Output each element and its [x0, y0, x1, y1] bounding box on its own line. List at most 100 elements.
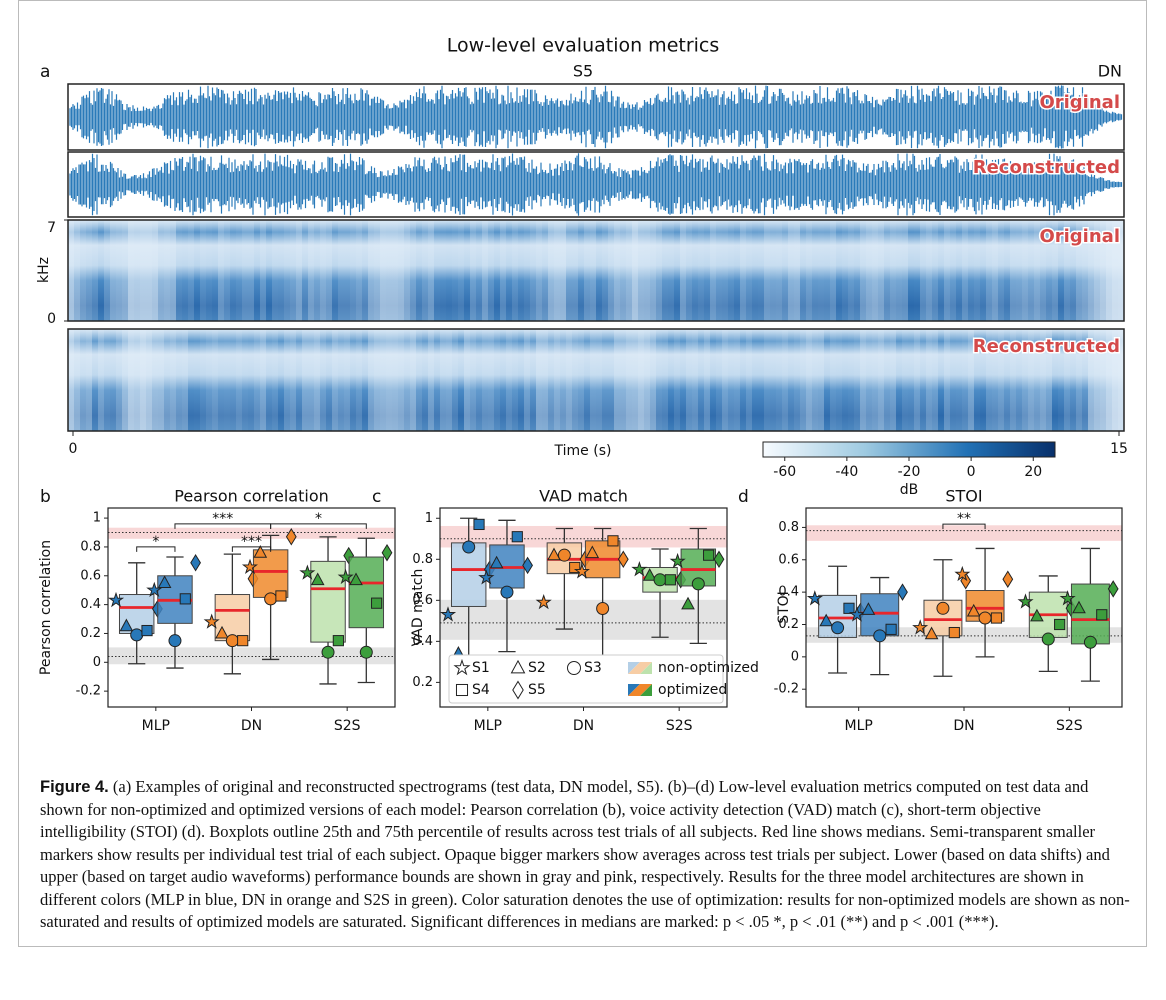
spectrogram-column: [518, 329, 524, 431]
spectrogram-column: [794, 329, 800, 431]
colorbar-tick-label: 0: [967, 464, 976, 480]
legend-label: S2: [528, 660, 546, 676]
spectrogram-column: [278, 329, 284, 431]
spectrogram-column: [548, 329, 554, 431]
spectrogram-column: [764, 220, 770, 321]
spectrogram-column: [890, 329, 896, 431]
spectrogram-column: [170, 329, 176, 431]
spectrogram-column: [860, 329, 866, 431]
legend-label: S5: [528, 682, 546, 698]
spectrogram-column: [362, 220, 368, 321]
spectrogram-column: [134, 329, 140, 431]
spectrogram-column: [92, 220, 98, 321]
spectrogram-column: [566, 220, 572, 321]
spectrogram-column: [800, 329, 806, 431]
spectrogram-column: [212, 220, 218, 321]
spectrogram-column: [104, 220, 110, 321]
spectrogram-column: [710, 329, 716, 431]
spectrogram-column: [668, 329, 674, 431]
spectrogram-column: [332, 220, 338, 321]
y-tick-label: 0.8: [80, 539, 101, 554]
spectrogram-column: [482, 220, 488, 321]
spectrogram-column: [698, 220, 704, 321]
x-tick-label: MLP: [474, 718, 502, 734]
legend-label: non-optimized: [658, 660, 759, 676]
spectrogram-column: [476, 220, 482, 321]
colorbar-label: dB: [900, 482, 919, 498]
spectrogram-column: [980, 220, 986, 321]
spectrogram-column: [572, 329, 578, 431]
spectrogram-column: [386, 220, 392, 321]
spectrogram-column: [536, 329, 542, 431]
spectrogram-column: [812, 220, 818, 321]
spectrogram-column: [242, 329, 248, 431]
spectrogram-column: [284, 220, 290, 321]
spectrogram-column: [602, 329, 608, 431]
spectrogram-column: [758, 220, 764, 321]
spectrogram-column: [530, 220, 536, 321]
spectrogram-column: [818, 220, 824, 321]
spectrogram-column: [704, 329, 710, 431]
spectrogram-column: [446, 329, 452, 431]
y-tick-label: 0.4: [778, 585, 799, 600]
spectrogram-column: [428, 220, 434, 321]
waveform: [70, 153, 1122, 215]
spectrogram-column: [938, 329, 944, 431]
spectrogram-column: [620, 329, 626, 431]
spectrogram-column: [674, 220, 680, 321]
spectrogram-column: [512, 329, 518, 431]
subject-marker: [937, 602, 949, 614]
subject-marker: [1003, 571, 1013, 587]
freq-tick-label: 7: [47, 220, 56, 236]
y-tick-label: 0: [791, 649, 799, 664]
subject-marker: [226, 635, 238, 647]
spectrogram-column: [734, 329, 740, 431]
spectrogram-column: [584, 329, 590, 431]
spectrogram-column: [134, 220, 140, 321]
spectrogram-column: [140, 329, 146, 431]
spectrogram-column: [536, 220, 542, 321]
y-tick-label: 0.2: [778, 617, 799, 632]
spectrogram-column: [1016, 220, 1022, 321]
spectrogram-column: [464, 329, 470, 431]
spectrogram-column: [188, 329, 194, 431]
colorbar-tick-label: -60: [773, 464, 796, 480]
spectrogram-column: [260, 329, 266, 431]
spectrogram-column: [920, 329, 926, 431]
spectrogram-column: [212, 329, 218, 431]
spectrogram-column: [794, 220, 800, 321]
spectrogram-column: [86, 329, 92, 431]
spectrogram-column: [818, 329, 824, 431]
significance-label: ***: [241, 534, 262, 550]
spectrogram-column: [206, 220, 212, 321]
spectrogram-column: [476, 329, 482, 431]
spectrogram-column: [218, 329, 224, 431]
subject-marker: [608, 536, 618, 546]
spectrogram-column: [446, 220, 452, 321]
spectrogram-column: [716, 329, 722, 431]
spectrogram-column: [398, 329, 404, 431]
spectrogram-column: [950, 329, 956, 431]
time-tick-label: 0: [69, 441, 78, 457]
spectrogram-column: [494, 329, 500, 431]
subject-marker: [501, 586, 513, 598]
spectrogram-column: [152, 329, 158, 431]
spectrogram-column: [524, 329, 530, 431]
spectrogram-column: [908, 329, 914, 431]
spectrogram-column: [104, 329, 110, 431]
panel-letter: d: [738, 487, 749, 507]
spectrogram-column: [986, 220, 992, 321]
significance-label: **: [957, 511, 971, 527]
spectrogram-column: [122, 220, 128, 321]
x-tick-label: DN: [241, 718, 262, 734]
spectrogram-column: [656, 220, 662, 321]
spectrogram-column: [116, 220, 122, 321]
spectrogram-column: [824, 220, 830, 321]
significance-label: *: [315, 511, 322, 527]
spectrogram-column: [542, 220, 548, 321]
x-tick-label: S2S: [334, 718, 361, 734]
spectrogram-column: [572, 220, 578, 321]
spectrogram-column: [68, 220, 74, 321]
overlay-label: Original: [1039, 226, 1120, 247]
spectrogram-column: [146, 329, 152, 431]
